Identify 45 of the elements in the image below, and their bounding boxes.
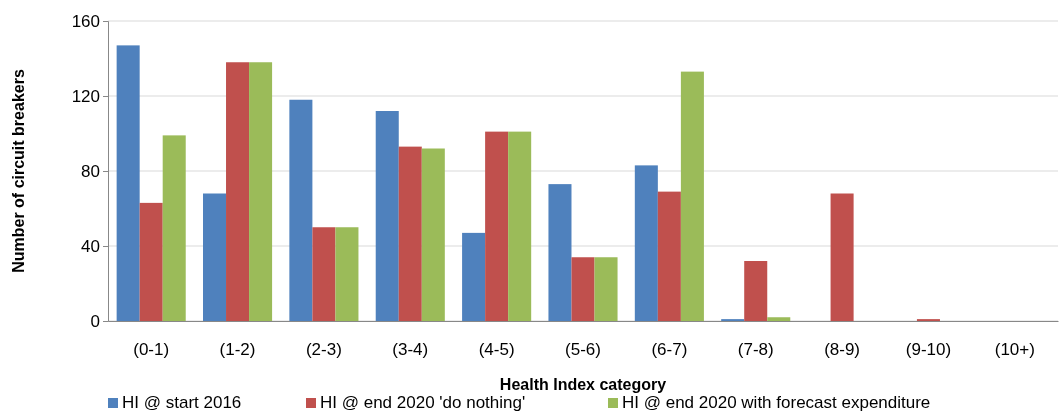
bar: [289, 99, 313, 321]
bar: [508, 131, 532, 321]
bar: [335, 227, 359, 321]
y-axis-title: Number of circuit breakers: [10, 69, 27, 273]
x-tick-label: (9-10): [905, 340, 952, 360]
bar: [203, 193, 227, 321]
bar: [571, 257, 595, 321]
bar: [744, 261, 768, 321]
bar: [485, 131, 509, 321]
bar: [116, 45, 140, 321]
y-tick-label: 120: [71, 86, 100, 106]
legend-label: HI @ end 2020 with forecast expenditure: [622, 393, 931, 412]
bar: [634, 165, 658, 321]
bar: [594, 257, 618, 321]
bar: [548, 184, 572, 321]
bar: [249, 62, 273, 321]
y-tick-label: 160: [71, 11, 100, 31]
x-tick-label: (1-2): [219, 340, 256, 360]
y-tick-label: 80: [81, 161, 100, 181]
bar: [139, 202, 163, 321]
x-tick-label: (6-7): [651, 340, 688, 360]
x-tick-label: (4-5): [478, 340, 515, 360]
bar: [375, 111, 399, 321]
x-tick-label: (8-9): [824, 340, 861, 360]
x-tick-label: (10+): [994, 340, 1035, 360]
x-tick-label: (2-3): [305, 340, 342, 360]
x-tick-label: (3-4): [392, 340, 429, 360]
x-axis-title: Health Index category: [499, 376, 667, 393]
bar: [767, 317, 791, 321]
bar: [421, 148, 445, 321]
bar: [226, 62, 250, 321]
bar: [462, 232, 486, 321]
y-tick-label: 40: [81, 236, 100, 256]
bar: [162, 135, 186, 321]
x-tick-label: (0-1): [133, 340, 170, 360]
legend-label: HI @ end 2020 'do nothing': [320, 393, 526, 412]
bar: [830, 193, 854, 321]
x-tick-label: (5-6): [565, 340, 601, 360]
bar: [680, 71, 704, 321]
y-tick-label: 0: [90, 311, 100, 331]
bar: [312, 227, 336, 321]
bar: [657, 191, 681, 321]
x-tick-label: (7-8): [737, 340, 774, 360]
legend-label: HI @ start 2016: [122, 393, 242, 412]
bar: [398, 146, 422, 321]
